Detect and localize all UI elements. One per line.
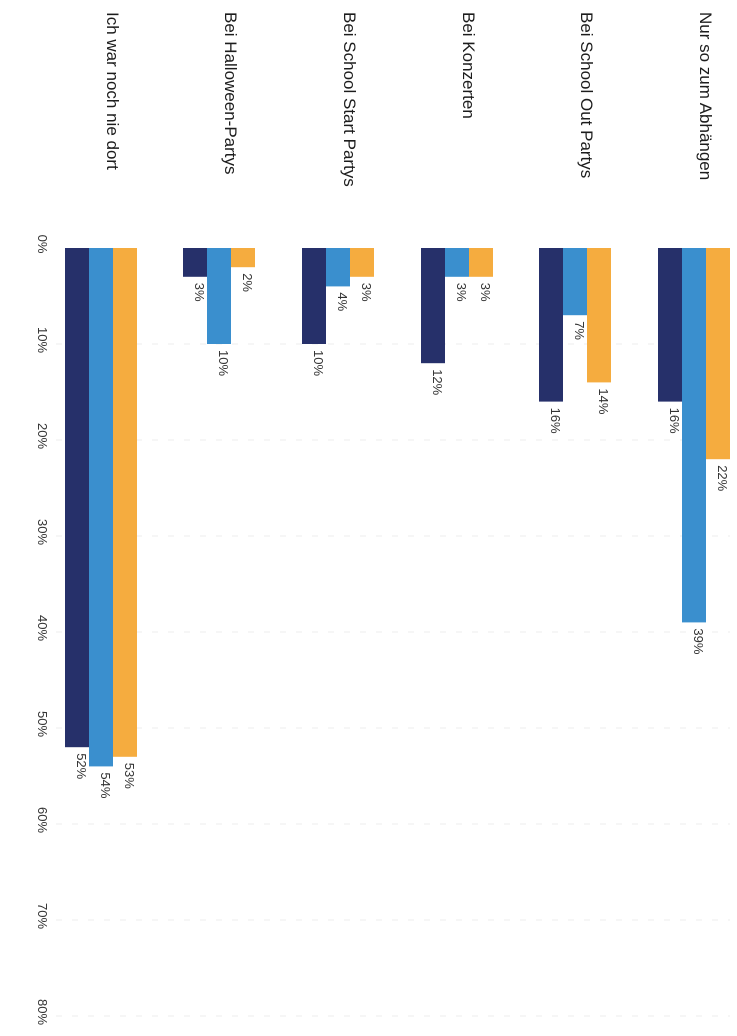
bar: [563, 248, 587, 316]
category-label: Bei Konzerten: [459, 12, 478, 119]
data-label: 3%: [478, 283, 493, 302]
bar: [445, 248, 469, 277]
bar: [183, 248, 207, 277]
x-tick-label: 20%: [35, 423, 50, 449]
bar: [587, 248, 611, 383]
bar: [350, 248, 374, 277]
data-label: 10%: [216, 350, 231, 376]
data-label: 2%: [240, 273, 255, 292]
data-label: 52%: [74, 753, 89, 779]
x-tick-label: 30%: [35, 519, 50, 545]
x-tick-label: 10%: [35, 327, 50, 353]
data-label: 4%: [335, 292, 350, 311]
data-label: 7%: [572, 321, 587, 340]
data-label: 16%: [667, 408, 682, 434]
x-tick-label: 70%: [35, 903, 50, 929]
x-tick-label: 80%: [35, 999, 50, 1025]
data-label: 16%: [548, 408, 563, 434]
data-label: 3%: [454, 283, 469, 302]
x-tick-label: 0%: [35, 235, 50, 254]
bar: [706, 248, 730, 460]
labels-layer: Nur so zum Abhängen Bei School Out Partys…: [74, 12, 730, 799]
x-tick-label: 60%: [35, 807, 50, 833]
bar: [682, 248, 706, 623]
bar: [65, 248, 89, 748]
category-label: Bei Halloween-Partys: [221, 12, 240, 175]
category-label: Bei School Start Partys: [340, 12, 359, 187]
bar: [113, 248, 137, 757]
data-label: 39%: [691, 628, 706, 654]
grid-layer: [40, 343, 730, 1017]
data-label: 54%: [98, 772, 113, 798]
x-tick-label: 50%: [35, 711, 50, 737]
bar: [539, 248, 563, 402]
data-label: 12%: [430, 369, 445, 395]
category-label: Ich war noch nie dort: [103, 12, 122, 170]
bar: [231, 248, 255, 268]
data-label: 3%: [359, 283, 374, 302]
bar: [89, 248, 113, 767]
data-label: 14%: [596, 388, 611, 414]
data-label: 53%: [122, 763, 137, 789]
data-label: 22%: [715, 465, 730, 491]
bar: [207, 248, 231, 344]
data-label: 3%: [192, 283, 207, 302]
bar: [658, 248, 682, 402]
category-label: Bei School Out Partys: [577, 12, 596, 178]
bars-layer: [65, 248, 730, 767]
bar: [469, 248, 493, 277]
bar: [326, 248, 350, 287]
x-tick-label: 40%: [35, 615, 50, 641]
category-label: Nur so zum Abhängen: [696, 12, 715, 180]
data-label: 10%: [311, 350, 326, 376]
bar: [302, 248, 326, 344]
bar: [421, 248, 445, 364]
ticks-layer: 0% 10% 20% 30% 40% 50% 60% 70% 80%: [35, 235, 50, 1026]
